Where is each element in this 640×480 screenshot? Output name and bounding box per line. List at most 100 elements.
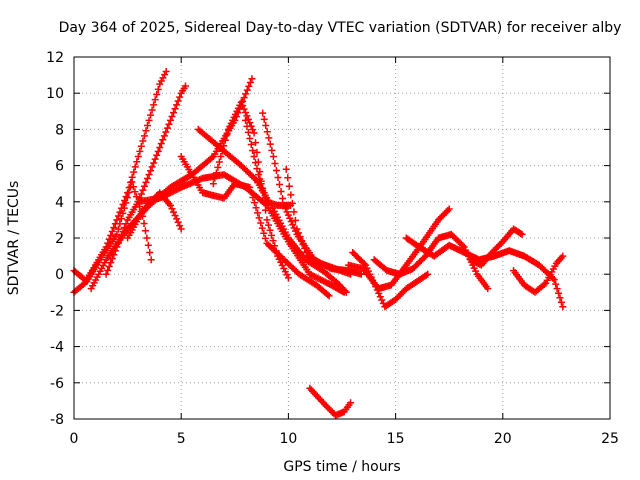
x-axis-label: GPS time / hours [283,459,400,475]
y-tick-label: 2 [55,231,64,247]
data-point [131,188,139,196]
data-point [550,276,558,284]
data-point [140,220,148,228]
data-point [176,93,184,101]
data-point [154,147,162,155]
data-point [290,208,298,216]
data-point [220,142,228,150]
data-point [242,109,250,117]
data-point [540,281,548,289]
data-point [140,182,148,190]
data-point [116,220,124,228]
data-point [129,183,137,191]
data-point [212,169,220,177]
data-point [242,116,250,124]
data-point [208,154,216,162]
data-point [221,136,229,144]
x-tick-label: 25 [601,431,619,447]
data-point [287,191,295,199]
data-point [459,242,467,250]
data-point [263,216,271,224]
data-point [286,214,294,222]
data-point [252,139,260,147]
data-point [260,229,268,237]
data-point [272,167,280,175]
data-point [120,204,128,212]
data-point [250,199,258,207]
data-point [262,122,270,130]
data-point [288,199,296,207]
data-point [277,187,285,195]
series-pass-3 [70,178,155,285]
data-point [246,79,254,87]
plot-frame [73,56,611,420]
data-point [360,260,368,268]
data-point [174,97,182,105]
data-point [275,255,283,263]
data-point [255,214,263,222]
data-point [141,227,149,235]
data-points [70,67,567,419]
data-point [445,205,453,213]
data-point [556,294,564,302]
data-point [181,82,189,90]
data-point [298,237,306,245]
data-point [378,296,386,304]
data-point [168,112,176,120]
data-point [293,225,301,233]
data-point [239,102,247,110]
data-point [254,171,262,179]
data-point [283,271,291,279]
data-point [171,212,179,220]
data-point [237,98,245,106]
series-pass-18 [467,225,526,269]
chart-title: Day 364 of 2025, Sidereal Day-to-day VTE… [59,20,622,36]
data-point [242,90,250,98]
series-pass-17 [402,234,567,311]
data-point [249,147,257,155]
data-point [291,216,299,224]
series-pass-19 [510,252,567,296]
data-point [156,144,164,151]
x-tick-label: 0 [70,431,79,447]
data-point [151,155,159,163]
data-point [266,140,274,148]
data-point [153,151,161,159]
data-point [555,289,563,297]
series-pass-8 [194,125,350,296]
data-point [223,131,231,139]
data-point [347,399,355,407]
series-pass-12 [282,165,355,278]
data-point [166,116,174,124]
data-point [163,124,171,132]
data-point [166,201,174,209]
data-point [136,147,144,155]
data-point [162,128,170,136]
data-point [342,288,350,296]
data-point [147,167,155,175]
data-point [240,105,248,113]
data-point [218,147,226,155]
data-point [257,219,265,227]
data-point [279,194,287,202]
data-point [271,242,279,250]
data-point [107,259,115,267]
data-point [132,193,140,201]
data-point [243,86,251,94]
x-tick-label: 20 [494,431,512,447]
data-point [268,231,276,239]
y-tick-label: 10 [46,86,64,102]
data-point [277,258,285,266]
data-point [284,174,292,182]
data-point [151,96,159,104]
data-point [173,215,181,223]
data-point [253,165,261,173]
data-point [150,159,158,167]
data-point [146,248,154,256]
data-point [268,146,276,154]
data-point [217,153,225,161]
y-tick-label: 0 [55,267,64,283]
data-point [113,230,121,238]
data-point [422,271,430,279]
data-point [324,291,332,299]
